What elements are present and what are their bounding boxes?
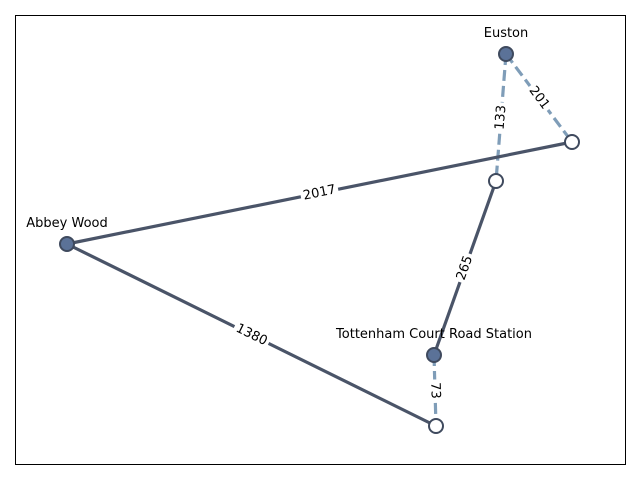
station-node-euston (498, 46, 514, 62)
edge-label-background (451, 250, 479, 286)
edge-weight-label: 2017 (302, 182, 337, 203)
edge-label-background (425, 379, 445, 402)
edge-weight-label: 133 (493, 105, 510, 131)
station-label-abbey-wood: Abbey Wood (26, 216, 107, 231)
edge-label-group: 73 (425, 379, 445, 402)
edge-label-group: 2017 (299, 180, 340, 206)
station-node-abbey-wood (59, 236, 75, 252)
node-labels-layer: Euston Abbey Wood Tottenham Court Road Sta… (26, 26, 532, 342)
edge-weight-label: 73 (427, 382, 442, 399)
edge-label-group: 1380 (230, 318, 273, 352)
edge-label-group: 201 (522, 80, 556, 116)
edge-label-group: 133 (490, 101, 512, 134)
station-node-tottenham-court-road (426, 347, 442, 363)
diagram-frame (15, 15, 626, 465)
station-label-tottenham-court-road: Tottenham Court Road Station (335, 327, 532, 342)
edge-label-group: 265 (451, 250, 479, 286)
edge-label-background (299, 180, 340, 206)
edge-euston-waypoint-center (494, 53, 508, 182)
edge-weight-label: 265 (454, 254, 476, 282)
nodes-layer (59, 46, 580, 434)
station-label-euston: Euston (484, 26, 529, 41)
waypoint-node-waypoint-east (564, 134, 580, 150)
edge-label-background (490, 101, 512, 134)
edge-label-background (230, 318, 273, 352)
waypoint-node-waypoint-south (428, 418, 444, 434)
edge-label-background (522, 80, 556, 116)
waypoint-node-waypoint-center (488, 173, 504, 189)
edge-labels-layer: 201 133 2017 265 1380 73 (230, 80, 556, 402)
